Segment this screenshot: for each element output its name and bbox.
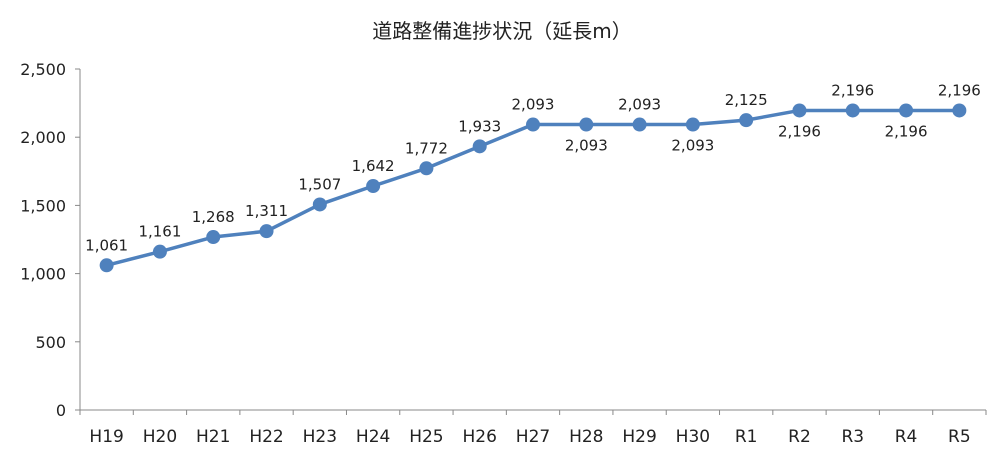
x-axis-ticks: H19 H20 H21 H22 H23 H24 H25 H26 H27 H28 H29 H30 R1 R2…	[79, 410, 987, 447]
x-tick-label: H29	[622, 427, 656, 447]
x-tick-label: H30	[676, 427, 710, 447]
chart-axes	[79, 69, 986, 411]
x-tick-label: R4	[895, 427, 918, 447]
x-tick-label: H28	[569, 427, 603, 447]
y-tick-label: 2,000	[20, 128, 66, 147]
data-point	[206, 230, 221, 245]
chart-title: 道路整備進捗状況（延長m）	[372, 19, 631, 43]
x-tick-label: H19	[89, 427, 123, 447]
y-axis-ticks: 0 500 1,000 1,500 2,000 2,500	[20, 60, 80, 420]
data-point	[259, 224, 274, 239]
y-tick-label: 2,500	[20, 60, 66, 79]
data-point	[526, 117, 540, 132]
y-tick-label: 1,000	[20, 265, 66, 284]
x-tick-label: R5	[948, 427, 971, 447]
data-label: 1,933	[458, 117, 501, 135]
data-point	[952, 103, 967, 118]
data-label: 2,196	[938, 81, 981, 99]
data-label: 2,093	[565, 137, 608, 155]
data-point	[366, 179, 381, 194]
data-label: 1,311	[245, 202, 288, 220]
data-point	[472, 139, 487, 154]
data-label: 1,161	[138, 223, 181, 241]
data-label: 1,642	[352, 157, 395, 175]
x-tick-label: H21	[196, 427, 230, 447]
data-label: 1,061	[85, 236, 128, 254]
data-point	[739, 113, 754, 128]
series-road-length	[99, 103, 967, 273]
data-label: 1,772	[405, 139, 448, 157]
data-label: 2,125	[725, 91, 768, 109]
data-label: 1,507	[298, 175, 341, 193]
y-tick-label: 500	[35, 333, 66, 352]
x-tick-label: R2	[788, 427, 811, 447]
data-label: 2,196	[778, 122, 821, 140]
data-label: 2,093	[512, 96, 555, 114]
series-line	[106, 108, 960, 267]
data-label: 2,196	[885, 122, 928, 140]
data-label: 1,268	[192, 208, 235, 226]
data-point	[419, 161, 434, 176]
x-tick-label: H24	[356, 427, 390, 447]
data-point	[152, 244, 167, 259]
data-point	[632, 117, 647, 132]
data-point	[312, 197, 327, 212]
x-tick-label: H22	[249, 427, 283, 447]
data-point	[99, 258, 114, 273]
data-label: 2,196	[831, 81, 874, 99]
x-tick-label: H26	[462, 427, 496, 447]
data-label: 2,093	[618, 96, 661, 114]
x-tick-label: R3	[841, 427, 864, 447]
data-point	[899, 103, 914, 118]
x-tick-label: R1	[735, 427, 758, 447]
y-tick-label: 1,500	[20, 196, 66, 215]
data-point	[685, 117, 700, 132]
data-labels: 1,061 1,161 1,268 1,311 1,507 1,642 1,772 1,933…	[85, 81, 981, 254]
data-point	[579, 117, 594, 132]
x-tick-label: H25	[409, 427, 443, 447]
y-tick-label: 0	[56, 401, 66, 420]
x-tick-label: H27	[516, 427, 550, 447]
x-tick-label: H23	[303, 427, 337, 447]
data-point	[792, 103, 807, 118]
data-label: 2,093	[671, 137, 714, 155]
data-point	[845, 103, 860, 118]
x-tick-label: H20	[143, 427, 177, 447]
